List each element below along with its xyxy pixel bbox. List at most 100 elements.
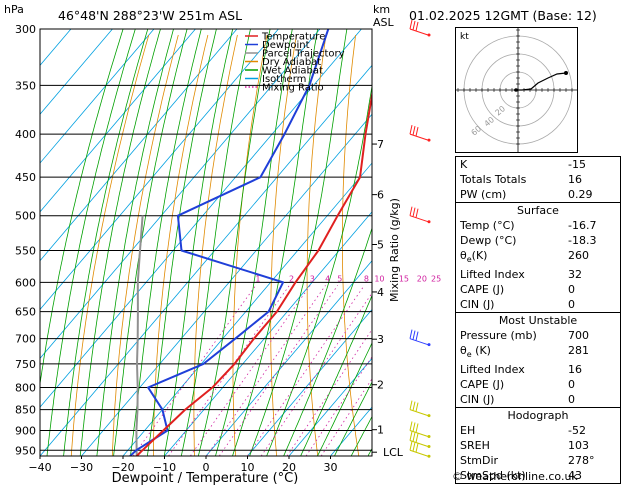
parcel-trajectory-line	[135, 215, 144, 456]
surface-group: Surface Temp (°C) -16.7 Dewp (°C) -18.3 θe…	[456, 202, 620, 312]
mu-thetae-row: θe (K) 281	[460, 344, 589, 360]
mixing-ratio-label: 4	[325, 274, 330, 283]
hodograph-stats-group: Hodograph EH -52 SREH 103 StmDir 278° StmSp…	[456, 407, 620, 483]
mu-cin-row: CIN (J) 0	[460, 393, 575, 407]
legend-entry: Temperature	[261, 32, 325, 43]
legend-entry: Parcel Trajectory	[262, 49, 345, 60]
dry-adiabat-line	[111, 34, 179, 456]
x-tick-label: 30	[324, 461, 338, 474]
dry-adiabat-line	[232, 34, 268, 456]
wind-barb-station	[427, 445, 431, 449]
legend-entry: Isotherm	[262, 74, 306, 85]
legend-entry: Dry Adiabat	[262, 57, 321, 68]
wind-barb-flag	[409, 125, 413, 135]
wind-barb-flag	[412, 330, 416, 340]
dry-adiabat-line	[410, 35, 441, 456]
hodo-ticks	[457, 29, 573, 145]
legend-entry: Wet Adiabat	[262, 66, 323, 77]
surface-title: Surface	[517, 204, 559, 217]
mixing-ratio-axis-label: Mixing Ratio (g/kg)	[388, 198, 401, 302]
km-tick-label: 5	[377, 238, 384, 251]
indices-table: K -15 Totals Totals 16 PW (cm) 0.29 Surface…	[455, 156, 621, 485]
surface-cape-row: CAPE (J) 0	[460, 283, 575, 297]
isotherm-line	[40, 64, 372, 456]
wind-barb-flag	[415, 443, 419, 453]
wet-adiabat-line	[113, 29, 188, 456]
wind-barbs	[409, 19, 431, 458]
isotherm-line	[205, 260, 372, 456]
pressure-tick-label: 800	[15, 381, 36, 394]
x-tick-label: 20	[282, 461, 296, 474]
wind-barb	[409, 400, 431, 418]
mixing-ratio-line	[260, 292, 372, 456]
wind-barb-flag	[412, 207, 416, 217]
x-axis-label: Dewpoint / Temperature (°C)	[112, 471, 299, 486]
wet-adiabat-line	[146, 29, 217, 456]
legend-entry: Dewpoint	[262, 40, 310, 51]
wind-barb-flag	[412, 126, 416, 136]
most-unstable-title: Most Unstable	[498, 314, 578, 328]
isotherm-line	[40, 29, 321, 359]
pressure-tick-label: 850	[15, 404, 36, 417]
pressure-tick-label: 650	[15, 306, 36, 319]
mu-pressure-row: Pressure (mb) 700	[460, 329, 589, 343]
x-tick-label: 0	[203, 461, 210, 474]
hodo-end-point	[564, 71, 568, 75]
k-index-row: K -15	[460, 158, 586, 171]
mixing-ratio-line	[286, 328, 372, 456]
mixing-ratio-line	[305, 356, 372, 456]
wind-barb	[409, 441, 431, 458]
hodo-ring-label-20: 20	[494, 104, 508, 117]
mixing-ratio-label: 5	[337, 274, 342, 283]
mixing-ratio-label: 20	[417, 274, 427, 283]
x-tick-label: −40	[28, 461, 51, 474]
wind-barb-station	[427, 435, 431, 439]
wind-barb-flag	[415, 21, 419, 32]
km-tick-label: 7	[377, 138, 384, 151]
isotherm-line	[247, 308, 372, 456]
datetime-title: 01.02.2025 12GMT (Base: 12)	[409, 8, 597, 23]
axes: 1 2 3 4 5 8 10 15 20 2530035040045050055060065070…	[15, 23, 441, 474]
hodo-ring-label-60: 60	[470, 124, 484, 137]
surface-temp-row: Temp (°C) -16.7	[460, 219, 597, 232]
totals-row: Totals Totals 16	[460, 173, 582, 186]
wet-adiabat-line	[334, 381, 372, 456]
pressure-tick-label: 450	[15, 171, 36, 184]
wind-barb-flag	[415, 208, 419, 218]
pressure-tick-label: 700	[15, 333, 36, 346]
wind-barb-flag	[409, 329, 413, 339]
pressure-tick-label: 300	[15, 23, 36, 36]
wind-barb-flag	[412, 442, 416, 452]
x-tick-label: −20	[111, 461, 134, 474]
dry-adiabat-line	[70, 34, 150, 456]
isotherm-line	[122, 162, 372, 456]
mixing-ratio-label: 8	[364, 274, 369, 283]
wind-barb-flag	[409, 206, 413, 216]
pressure-tick-label: 750	[15, 358, 36, 371]
lcl-label: LCL	[383, 446, 404, 459]
wind-barb-flag	[412, 20, 416, 31]
isotherm-line	[40, 29, 196, 213]
mixing-ratio-line	[247, 285, 365, 456]
wet-adiabat-line	[163, 29, 234, 456]
wind-barb	[409, 421, 431, 439]
mu-cape-row: CAPE (J) 0	[460, 378, 575, 392]
hodograph-chart: 20 40 60 kt	[456, 28, 577, 152]
mixing-ratio-label: 3	[310, 274, 315, 283]
wind-barb-flag	[409, 421, 413, 431]
profiles	[129, 29, 372, 456]
hodo-storm-point	[514, 88, 518, 92]
wind-barb-station	[427, 454, 431, 458]
x-tick-label: −30	[70, 461, 93, 474]
isotherm-line	[164, 211, 372, 456]
right-unit-asl: ASL	[373, 16, 395, 29]
wind-barb	[409, 125, 431, 142]
pressure-tick-label: 600	[15, 276, 36, 289]
dry-adiabat-line	[341, 34, 360, 456]
wet-adiabat-line	[79, 29, 161, 456]
wind-barb-flag	[415, 331, 419, 341]
wind-barb-station	[427, 220, 431, 224]
pressure-tick-label: 400	[15, 128, 36, 141]
mixing-ratio-label: 25	[431, 274, 441, 283]
